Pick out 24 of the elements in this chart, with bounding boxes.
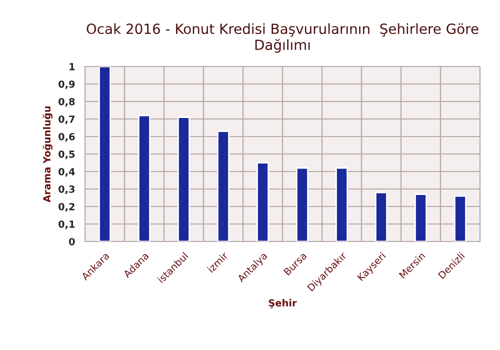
bar — [178, 116, 190, 242]
y-tick-label: 0,4 — [58, 168, 75, 177]
bar — [256, 162, 269, 242]
bar — [414, 194, 427, 242]
y-tick-label: 1 — [70, 63, 75, 70]
bar — [138, 114, 150, 242]
y-tick-label: 0,8 — [58, 98, 75, 107]
y-tick-label: 0,7 — [58, 115, 75, 124]
bar — [296, 167, 308, 242]
y-axis-title: Arama Yoğunluğu — [42, 106, 52, 202]
y-tick-label: 0,9 — [58, 80, 75, 90]
y-tick-label: 0,2 — [58, 202, 74, 212]
y-tick-label: 0,5 — [58, 150, 75, 160]
y-tick-label: 0,1 — [58, 220, 75, 230]
y-tick-label: 0,3 — [58, 185, 75, 194]
y-tick-label: 0,6 — [58, 132, 75, 142]
bar — [98, 66, 111, 242]
bar — [454, 195, 466, 242]
x-axis-title: Şehir — [268, 299, 297, 308]
bar — [336, 167, 348, 242]
bar — [217, 130, 230, 242]
y-tick-label: 0 — [68, 238, 75, 246]
bar — [375, 192, 388, 242]
chart-title: Ocak 2016 - Konut Kredisi Başvurularının Şehirlere Göre Dağılımı — [86, 23, 478, 53]
